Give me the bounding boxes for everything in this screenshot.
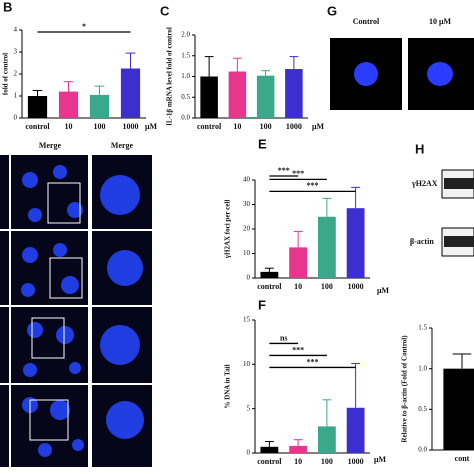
bar [89, 94, 110, 118]
y-tick-label: 2.0 [181, 31, 190, 39]
panel-letter: B [3, 0, 12, 14]
image-label: 10 μM [429, 17, 452, 26]
x-tick-label: control [197, 122, 222, 131]
y-tick-label: 0.0 [418, 446, 427, 454]
y-tick-label: 4 [14, 26, 18, 34]
unit-label: μM [374, 455, 387, 464]
y-tick-label: 20 [243, 225, 251, 233]
bar [289, 247, 308, 278]
x-tick-label: 100 [260, 122, 272, 131]
unit-label: μM [145, 122, 158, 131]
y-tick-label: 10 [243, 249, 251, 257]
panel-letter: G [327, 3, 337, 18]
y-tick-label: 5 [247, 404, 251, 412]
bar [443, 368, 474, 450]
y-axis-label: Relative to β-actin (Fold of Control) [401, 335, 409, 443]
blot-label: β-actin [410, 237, 434, 246]
x-tick-label: 1000 [348, 457, 364, 466]
y-tick-label: 1.0 [181, 72, 190, 80]
x-tick-label: 100 [321, 282, 333, 291]
bar [200, 76, 218, 118]
y-tick-label: 15 [243, 316, 251, 324]
x-tick-label: 100 [321, 457, 333, 466]
x-tick-label: cont [455, 454, 470, 463]
x-tick-label: 10 [65, 122, 73, 131]
bar [58, 91, 79, 118]
image-label: Control [353, 17, 380, 26]
bar [228, 71, 247, 118]
x-tick-label: 1000 [286, 122, 302, 131]
comet-images: G Control 10 μM [327, 3, 474, 110]
panel-label: Merge [39, 141, 62, 150]
y-axis-label: fold of control [2, 53, 10, 95]
y-tick-label: 0.5 [418, 405, 427, 413]
bar [346, 208, 365, 278]
blot-label: γH2AX [411, 179, 438, 188]
bar [27, 96, 48, 118]
y-tick-label: 3 [14, 48, 18, 56]
y-tick-label: 1 [14, 92, 18, 100]
unit-label: μM [377, 286, 390, 295]
microscopy-panels: Merge Merge [0, 141, 152, 467]
bar [346, 407, 365, 453]
y-tick-label: 0.5 [181, 93, 190, 101]
x-tick-label: control [25, 122, 50, 131]
significance-label: *** [307, 357, 319, 366]
y-axis-label: γH2AX foci per cell [224, 200, 232, 260]
x-tick-label: 10 [233, 122, 241, 131]
panel-letter: F [258, 297, 266, 312]
panel-letter: E [258, 136, 267, 151]
panel-label: Merge [111, 141, 134, 150]
significance-label: *** [292, 169, 304, 178]
bar [120, 68, 141, 118]
significance-label: *** [307, 181, 319, 190]
bar [256, 75, 275, 118]
y-tick-label: 1.5 [181, 51, 190, 59]
y-tick-label: 10 [243, 360, 251, 368]
bar [285, 69, 303, 118]
x-tick-label: control [257, 457, 282, 466]
x-tick-label: 100 [94, 122, 106, 131]
x-tick-label: 10 [294, 282, 302, 291]
x-tick-label: 1000 [348, 282, 364, 291]
y-tick-label: 0 [14, 114, 18, 122]
bar [317, 426, 336, 453]
unit-label: μM [312, 122, 325, 131]
significance-label: * [82, 22, 86, 31]
y-axis-label: IL-1β mRNA level fold of control [166, 27, 174, 126]
panel-letter: H [415, 141, 424, 156]
bar [260, 271, 279, 278]
significance-label: *** [278, 166, 290, 175]
significance-label: ns [280, 333, 288, 342]
x-tick-label: 1000 [123, 122, 139, 131]
y-tick-label: 40 [243, 176, 251, 184]
y-tick-label: 30 [243, 200, 251, 208]
y-tick-label: 0 [247, 274, 251, 282]
y-tick-label: 1.0 [418, 364, 427, 372]
y-tick-label: 2 [14, 70, 18, 78]
western-blots: γH2AX β-actin [410, 169, 474, 257]
x-tick-label: control [257, 282, 282, 291]
y-tick-label: 1.5 [418, 324, 427, 332]
x-tick-label: 10 [294, 457, 302, 466]
significance-label: *** [292, 345, 304, 354]
bar [289, 445, 308, 453]
bar [260, 446, 279, 453]
bar [317, 216, 336, 278]
y-tick-label: 0.0 [181, 114, 190, 122]
y-tick-label: 0 [247, 449, 251, 457]
panel-letter: C [160, 3, 170, 18]
y-axis-label: % DNA in Tail [224, 364, 232, 408]
